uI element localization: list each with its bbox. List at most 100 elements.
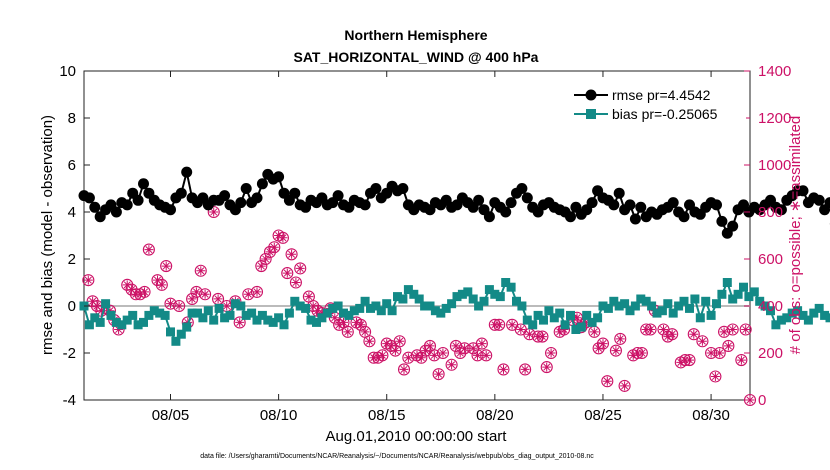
bias-point [744,292,754,302]
bias-point [825,313,830,323]
bias-point [339,308,348,318]
y-tick-label-right: 1200 [758,110,791,127]
rmse-point [132,194,144,206]
bias-point [371,301,381,311]
bias-point [614,301,624,311]
bias-point [587,317,597,327]
y-tick-label-right: 1400 [758,63,791,80]
rmse-point [240,183,252,194]
bias-point [198,313,208,323]
bias-point [474,301,484,311]
y-tick-label-left: 4 [68,204,76,221]
rmse-point [175,187,187,199]
rmse-point [635,201,647,213]
bias-point [290,296,300,306]
bias-point [814,303,824,313]
obs-assimilated-point [537,332,547,342]
bias-point [582,310,592,320]
bias-point [798,310,808,320]
bias-point [668,308,678,318]
obs-assimilated-point [421,346,431,356]
rmse-point [565,211,576,223]
bias-point [620,299,630,309]
y-tick-label-left: 10 [59,63,76,80]
obs-assimilated-point [222,301,232,311]
bias-point [182,322,192,332]
bias-point [333,301,343,311]
bias-point [652,308,662,318]
obs-possible-point [294,262,307,275]
rmse-point [370,183,382,194]
obs-possible-point [194,264,207,277]
obs-assimilated-point [114,325,124,334]
obs-possible-point [739,323,752,336]
bias-point [690,294,700,304]
obs-assimilated-point [524,329,534,339]
bias-point [436,308,446,318]
bias-point [793,306,803,316]
obs-assimilated-point [434,369,444,379]
bias-point [809,308,819,318]
bias-point [484,285,494,295]
obs-assimilated-point [520,364,530,374]
bias-point [409,289,419,299]
bias-point [593,313,603,323]
obs-assimilated-point [161,261,171,271]
obs-assimilated-point [659,325,668,334]
obs-assimilated-point [92,301,102,311]
bias-point [84,320,94,330]
bias-point [225,310,235,320]
obs-possible-point [592,342,605,355]
rmse-point [251,192,263,204]
obs-assimilated-point [352,317,361,327]
rmse-point [256,178,268,190]
obs-assimilated-point [96,306,106,316]
obs-assimilated-point [243,289,253,299]
obs-assimilated-point [425,341,435,351]
obs-possible-point [142,243,155,256]
obs-assimilated-point [416,353,426,363]
rmse-point [521,192,533,204]
bias-point [95,317,105,327]
obs-possible-point [497,363,510,376]
obs-assimilated-point [719,327,729,337]
y-tick-label-right: 800 [758,204,783,221]
obs-possible-point [718,325,731,338]
obs-assimilated-point [667,329,677,339]
legend-box [568,80,746,126]
chart-subtitle: SAT_HORIZONTAL_WIND @ 400 hPa [294,49,539,65]
obs-assimilated-point [438,348,448,358]
bias-point [360,296,370,306]
obs-possible-point [596,337,610,350]
obs-assimilated-point [317,308,327,318]
obs-possible-point [82,274,95,287]
bias-point [301,303,311,313]
obs-possible-point [363,335,376,348]
obs-assimilated-point [127,285,137,295]
obs-assimilated-point [343,327,353,337]
bias-point [598,301,608,311]
bias-point [382,299,392,309]
bias-point [771,320,781,330]
bias-point [571,325,581,334]
bias-point [517,301,527,311]
obs-assimilated-point [477,339,487,349]
obs-assimilated-point [581,317,591,327]
plot-area [78,70,830,407]
bias-point [355,303,365,313]
rmse-point [273,171,285,183]
obs-possible-point [376,349,389,362]
rmse-point [89,201,101,213]
x-tick-label: 08/30 [692,407,730,424]
obs-possible-point [233,316,246,329]
bias-point [463,287,473,297]
obs-possible-point [475,337,488,350]
bias-point [766,306,775,316]
rmse-point [775,204,787,216]
obs-assimilated-point [546,348,556,358]
bias-point [755,296,765,306]
obs-possible-point [432,368,445,381]
bias-point [398,294,408,304]
bias-point [166,327,175,337]
obs-assimilated-point [507,320,517,330]
